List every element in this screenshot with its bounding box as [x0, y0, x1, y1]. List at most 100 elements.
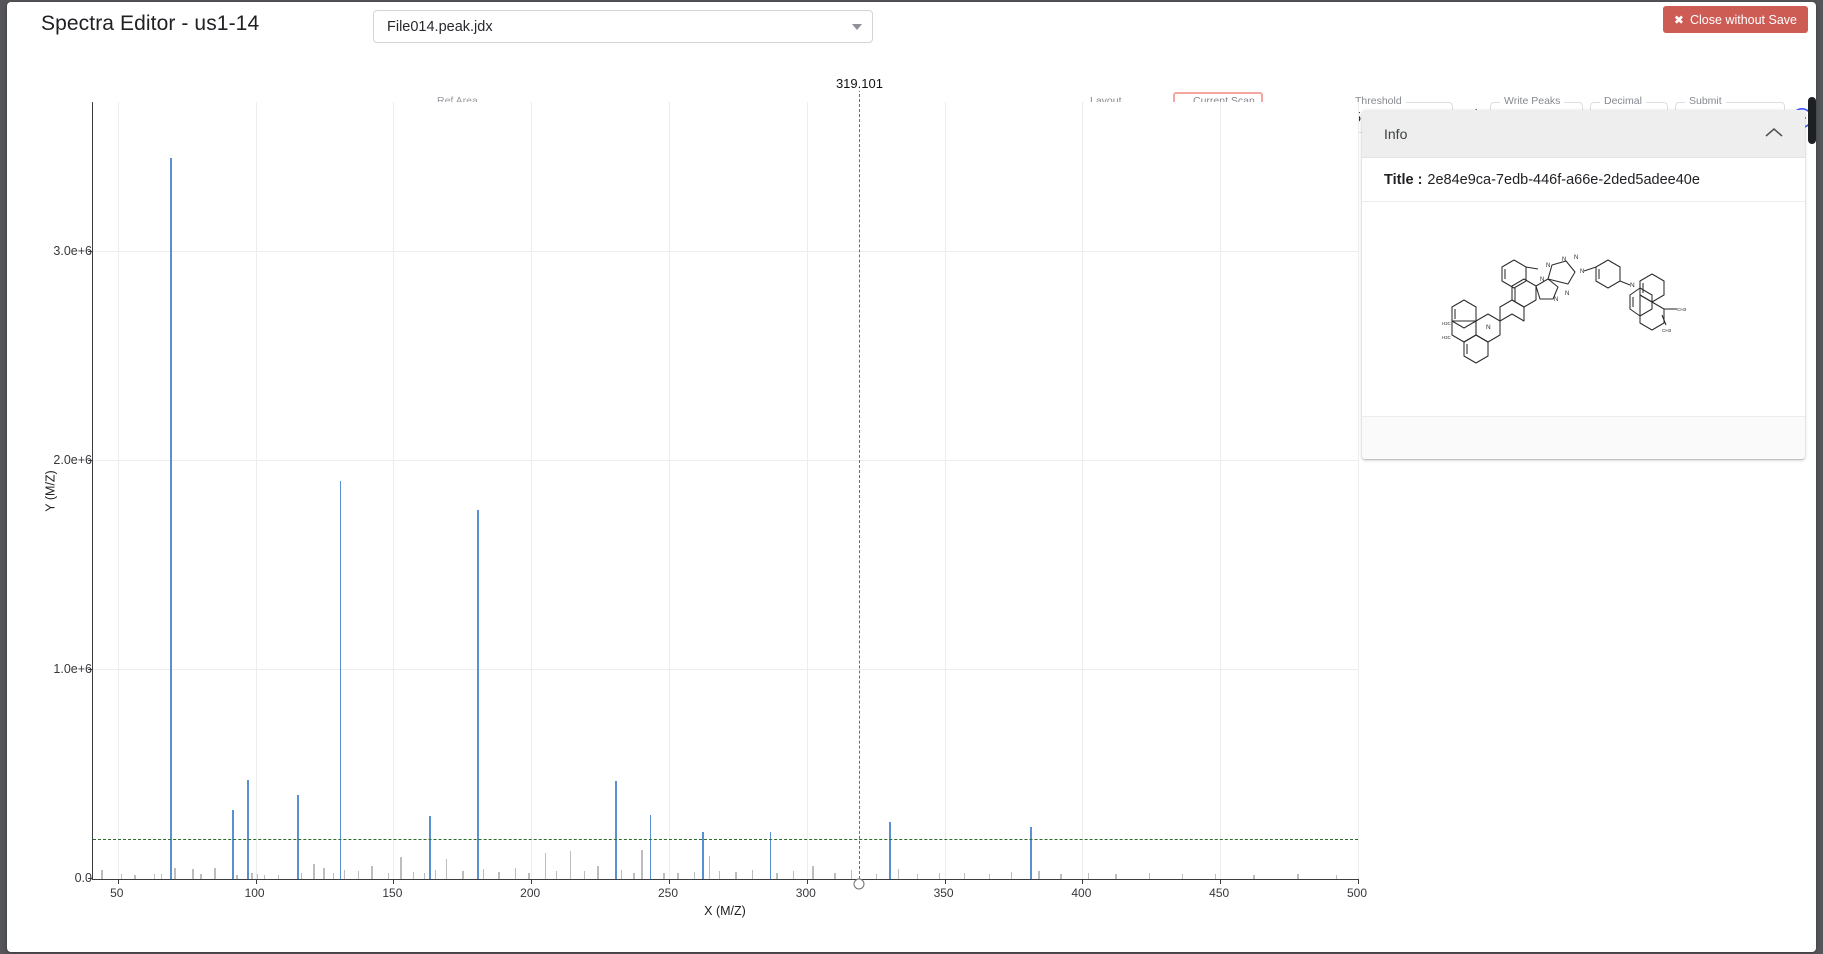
spectrum-peak-major[interactable]: [477, 510, 480, 879]
spectrum-peak-minor[interactable]: [263, 874, 266, 879]
spectrum-peak-minor[interactable]: [528, 872, 530, 879]
info-panel-header[interactable]: Info: [1362, 110, 1805, 158]
spectrum-peak-minor[interactable]: [793, 870, 795, 879]
spectrum-peak-minor[interactable]: [708, 856, 711, 879]
spectrum-peak-major[interactable]: [296, 795, 299, 879]
y-axis-label: Y (M/Z): [43, 470, 58, 512]
spectrum-peak-minor[interactable]: [751, 869, 754, 879]
spectrum-peak-minor[interactable]: [313, 864, 315, 879]
spectrum-peak-major[interactable]: [247, 779, 249, 879]
spectrum-peak-minor[interactable]: [423, 873, 426, 879]
spectrum-peak-minor[interactable]: [357, 871, 359, 879]
spectrum-peak-minor[interactable]: [101, 869, 103, 879]
gridline-vertical: [1220, 102, 1222, 879]
spectrum-peak-minor[interactable]: [174, 867, 176, 879]
scrollbar-thumb[interactable]: [1808, 97, 1816, 144]
spectrum-peak-minor[interactable]: [412, 872, 415, 879]
spectrum-peak-minor[interactable]: [834, 872, 836, 879]
spectrum-peak-minor[interactable]: [400, 857, 402, 879]
spectrum-peak-minor[interactable]: [482, 868, 485, 879]
spectrum-peak-minor[interactable]: [1038, 870, 1040, 879]
spectrum-peak-minor[interactable]: [153, 873, 156, 879]
spectrum-peak-minor[interactable]: [569, 851, 572, 879]
spectrum-peak-major[interactable]: [649, 815, 652, 879]
spectrum-peak-minor[interactable]: [620, 869, 623, 879]
spectrum-peak-minor[interactable]: [371, 866, 373, 879]
chevron-up-icon[interactable]: [1765, 125, 1783, 143]
cursor-marker-dot[interactable]: [853, 878, 865, 890]
spectrum-peak-minor[interactable]: [1214, 874, 1217, 879]
spectrum-peak-minor[interactable]: [641, 849, 643, 879]
spectrum-peak-minor[interactable]: [897, 868, 900, 879]
spectrum-peak-minor[interactable]: [1148, 873, 1150, 879]
spectrum-peak-minor[interactable]: [963, 873, 966, 879]
spectrum-peak-minor[interactable]: [1181, 874, 1183, 879]
spectrum-peak-major[interactable]: [615, 780, 617, 879]
cursor-line[interactable]: [859, 84, 861, 879]
spectrum-peak-major[interactable]: [702, 832, 704, 879]
gridline-vertical: [117, 102, 119, 879]
close-without-save-button[interactable]: ✖ Close without Save: [1662, 6, 1808, 33]
x-tick-mark: [806, 879, 808, 884]
spectrum-peak-minor[interactable]: [256, 874, 259, 879]
spectrum-peak-minor[interactable]: [445, 859, 448, 879]
spectrum-peak-minor[interactable]: [332, 872, 335, 879]
spectrum-peak-minor[interactable]: [434, 870, 437, 879]
x-tick-label: 150: [382, 886, 403, 900]
spectrum-peak-minor[interactable]: [850, 870, 853, 879]
spectrum-chart[interactable]: 319.101 Y (M/Z) X (M/Z) 0.0 1.0e+6 2.0e+6 3…: [44, 76, 1367, 918]
spectrum-peak-minor[interactable]: [633, 872, 635, 879]
spectrum-peak-minor[interactable]: [917, 874, 919, 879]
spectrum-peak-minor[interactable]: [214, 867, 216, 879]
threshold-line[interactable]: [93, 839, 1358, 841]
spectrum-peak-minor[interactable]: [556, 870, 558, 879]
spectrum-peak-minor[interactable]: [120, 874, 122, 879]
spectrum-peak-minor[interactable]: [251, 873, 253, 879]
spectrum-peak-major[interactable]: [769, 832, 772, 879]
spectrum-peak-minor[interactable]: [718, 871, 720, 879]
spectrum-peak-minor[interactable]: [939, 872, 941, 879]
spectrum-peak-minor[interactable]: [1010, 872, 1013, 879]
spectrum-peak-major[interactable]: [1030, 826, 1032, 879]
spectrum-peak-minor[interactable]: [498, 872, 500, 879]
spectrum-peak-minor[interactable]: [663, 872, 665, 879]
spectrum-peak-minor[interactable]: [1087, 872, 1090, 879]
spectrum-peak-minor[interactable]: [1335, 874, 1338, 879]
y-tick-mark: [88, 669, 93, 671]
spectrum-peak-minor[interactable]: [1297, 874, 1299, 879]
file-select[interactable]: File014.peak.jdx: [373, 10, 873, 43]
spectrum-peak-minor[interactable]: [343, 870, 346, 879]
window-header: Spectra Editor - us1-14 File014.peak.jdx…: [7, 2, 1816, 46]
spectrum-peak-minor[interactable]: [988, 873, 991, 879]
svg-text:CH3: CH3: [1677, 307, 1687, 312]
spectrum-peak-minor[interactable]: [134, 874, 136, 879]
spectrum-peak-minor[interactable]: [462, 870, 464, 879]
spectrum-peak-major[interactable]: [889, 821, 892, 879]
spectrum-peak-minor[interactable]: [1253, 874, 1255, 879]
spectrum-peak-major[interactable]: [339, 481, 342, 879]
spectrum-peak-minor[interactable]: [677, 873, 679, 879]
spectrum-peak-minor[interactable]: [192, 868, 194, 879]
spectrum-peak-minor[interactable]: [693, 871, 696, 879]
plot-area[interactable]: 319.101: [88, 76, 1359, 890]
spectrum-peak-major[interactable]: [429, 816, 431, 879]
spectrum-peak-minor[interactable]: [387, 872, 390, 879]
spectrum-peak-minor[interactable]: [735, 872, 737, 879]
spectrum-peak-minor[interactable]: [277, 875, 280, 879]
spectrum-peak-minor[interactable]: [160, 874, 162, 879]
spectrum-peak-minor[interactable]: [1115, 873, 1117, 879]
spectrum-peak-minor[interactable]: [583, 871, 585, 879]
spectrum-peak-minor[interactable]: [514, 868, 517, 879]
spectrum-peak-minor[interactable]: [812, 866, 814, 879]
spectrum-peak-minor[interactable]: [1060, 874, 1062, 879]
spectrum-peak-minor[interactable]: [544, 852, 547, 879]
spectrum-peak-major[interactable]: [170, 158, 172, 879]
spectrum-peak-minor[interactable]: [236, 874, 238, 879]
spectrum-peak-major[interactable]: [232, 810, 234, 879]
spectrum-peak-minor[interactable]: [301, 872, 303, 879]
spectrum-peak-minor[interactable]: [597, 866, 599, 879]
spectrum-peak-minor[interactable]: [200, 873, 202, 879]
spectrum-peak-minor[interactable]: [323, 867, 325, 879]
spectrum-peak-minor[interactable]: [875, 873, 878, 879]
spectrum-peak-minor[interactable]: [776, 873, 778, 879]
